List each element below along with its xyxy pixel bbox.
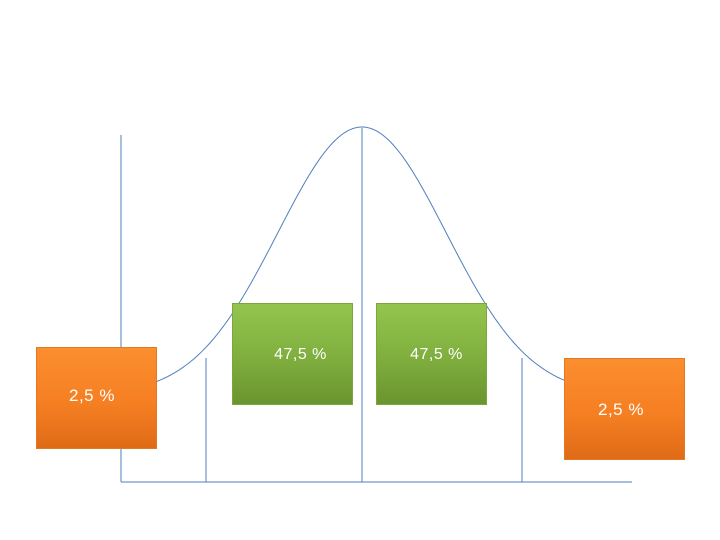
- right-center-box: 47,5 %: [376, 303, 487, 405]
- left-tail-label: 2,5 %: [69, 386, 115, 405]
- bell-curve: [156, 126, 566, 382]
- right-tail-box: 2,5 %: [564, 358, 685, 460]
- left-center-label: 47,5 %: [274, 346, 327, 363]
- right-tail-label: 2,5 %: [598, 400, 644, 419]
- left-tail-box: 2,5 %: [36, 347, 157, 449]
- right-center-label: 47,5 %: [410, 346, 463, 363]
- left-center-box: 47,5 %: [232, 303, 353, 405]
